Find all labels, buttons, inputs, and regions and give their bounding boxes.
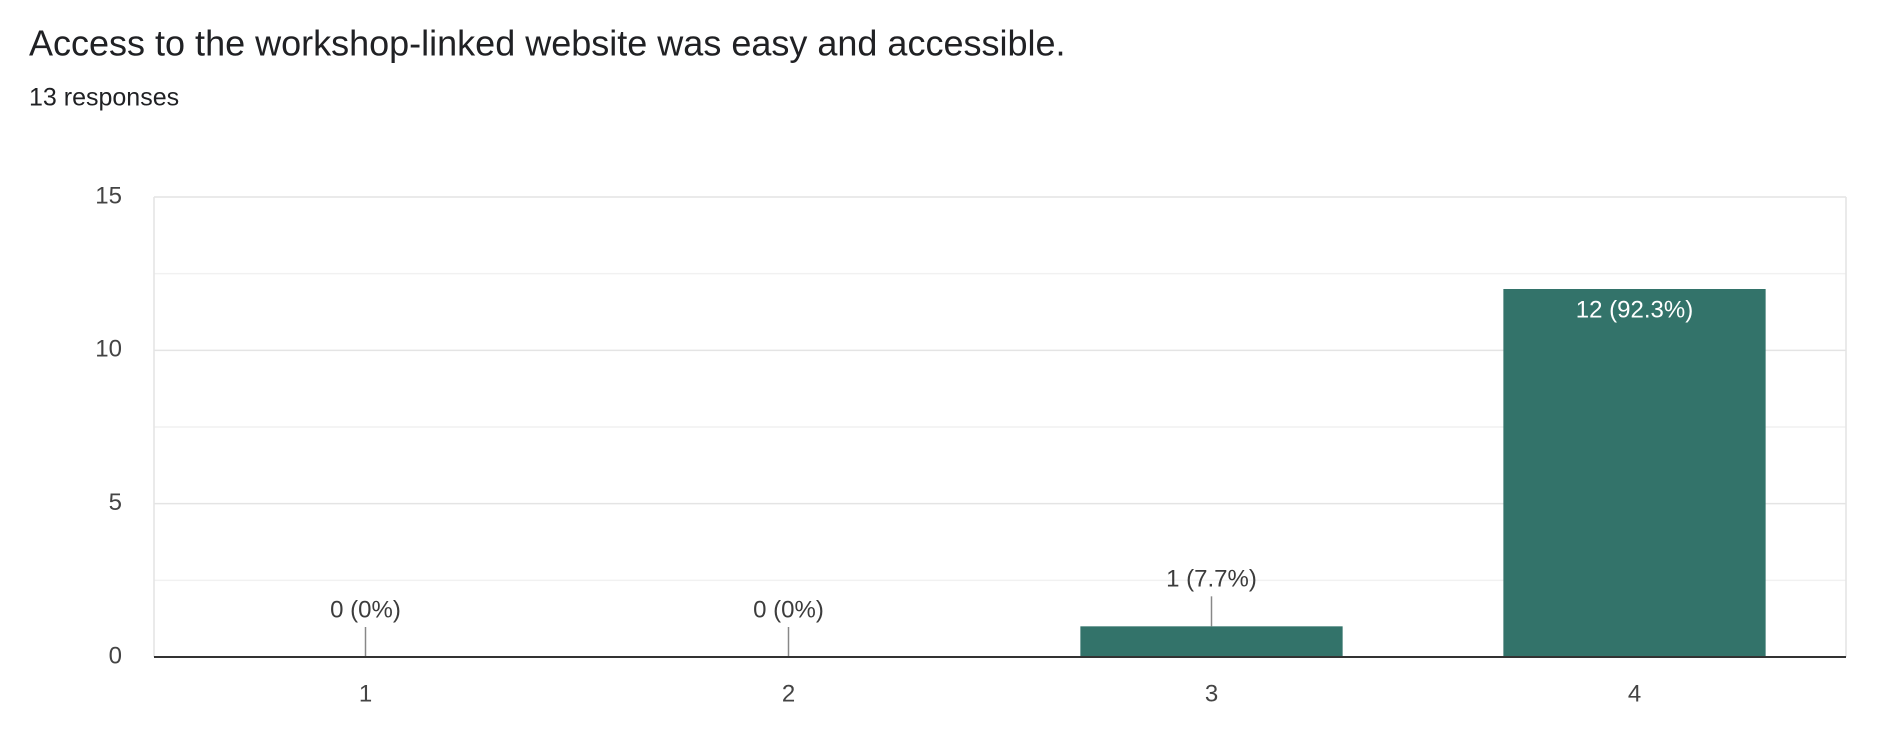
y-tick-label: 5 [109, 489, 122, 516]
value-label: 1 (7.7%) [1166, 566, 1257, 593]
x-tick-label: 3 [1205, 680, 1218, 707]
chart-subtitle: 13 responses [29, 84, 179, 112]
value-label: 12 (92.3%) [1576, 296, 1693, 323]
y-tick-label: 10 [95, 336, 122, 363]
x-tick-label: 4 [1628, 680, 1641, 707]
bar [1080, 626, 1343, 657]
value-label: 0 (0%) [330, 596, 401, 623]
x-tick-label: 2 [782, 680, 795, 707]
chart-title: Access to the workshop-linked website wa… [29, 23, 1066, 64]
value-label: 0 (0%) [753, 596, 824, 623]
y-tick-label: 0 [109, 642, 122, 669]
x-tick-label: 1 [359, 680, 372, 707]
bar [1503, 289, 1766, 657]
y-tick-label: 15 [95, 182, 122, 209]
